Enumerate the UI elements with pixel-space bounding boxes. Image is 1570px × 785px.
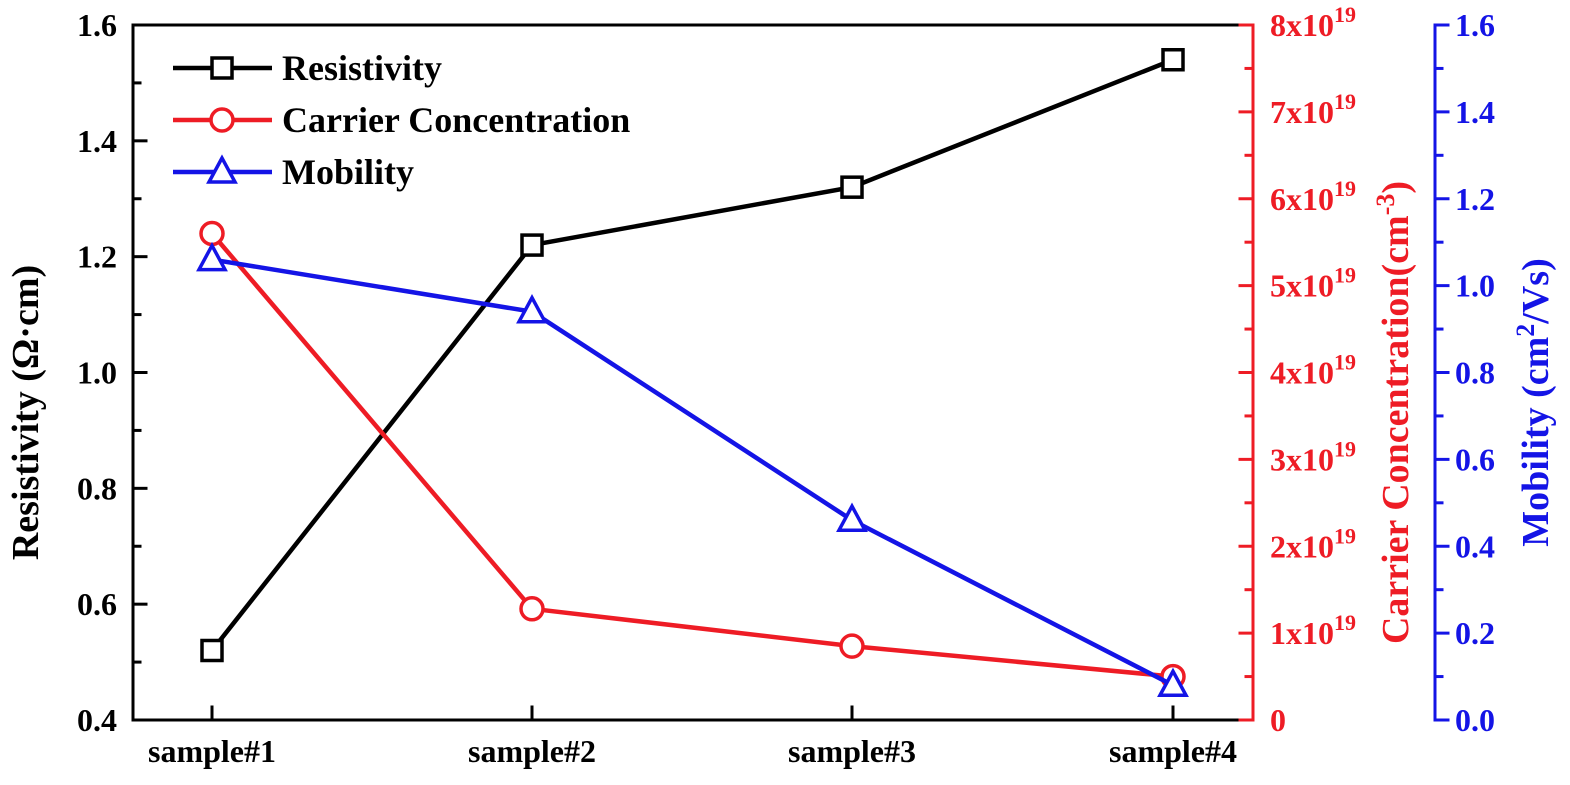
carrier-tick-label: 3x1019 [1270, 436, 1356, 477]
carrier-concentration-data-point [839, 633, 865, 659]
mobility-tick-label: 1.6 [1455, 7, 1495, 43]
mobility-axis-title: Mobility (cm2/Vs) [1511, 258, 1557, 546]
mobility-tick-label: 0.2 [1455, 615, 1495, 651]
carrier-tick-label: 0 [1270, 702, 1286, 738]
mobility-series-line [211, 257, 1175, 688]
carrier-tick-label: 1x1019 [1270, 610, 1356, 651]
resistivity-legend-label: Resistivity [282, 48, 442, 88]
left-tick-label: 0.6 [77, 586, 117, 622]
carrier-concentration-legend-marker [209, 107, 235, 133]
mobility-data-point [836, 502, 868, 532]
resistivity-data-point [1161, 48, 1185, 72]
mobility-tick-label: 0.0 [1455, 702, 1495, 738]
mobility-data-point [1157, 667, 1189, 697]
carrier-concentration-legend-label: Carrier Concentration [282, 100, 630, 140]
resistivity-legend-marker [210, 56, 234, 80]
carrier-tick-label: 8x1019 [1270, 2, 1356, 43]
left-tick-label: 0.4 [77, 702, 117, 738]
mobility-tick-label: 1.0 [1455, 268, 1495, 304]
mobility-tick-label: 0.4 [1455, 528, 1495, 564]
mobility-legend-label: Mobility [282, 152, 414, 192]
carrier-concentration-series-line [210, 232, 1174, 679]
carrier-tick-label: 7x1019 [1270, 89, 1356, 130]
mobility-tick-label: 1.4 [1455, 94, 1495, 130]
mobility-tick-label: 0.6 [1455, 441, 1495, 477]
mobility-tick-label: 0.8 [1455, 355, 1495, 391]
resistivity-data-point [840, 175, 864, 199]
carrier-tick-label: 4x1019 [1270, 350, 1356, 391]
left-tick-label: 0.8 [77, 470, 117, 506]
left-tick-label: 1.2 [77, 239, 117, 275]
carrier-tick-label: 6x1019 [1270, 176, 1356, 217]
resistivity-data-point [520, 233, 544, 257]
x-tick-label: sample#2 [468, 733, 596, 769]
left-axis-title: Resistivity (Ω·cm) [5, 265, 47, 560]
x-tick-label: sample#3 [788, 733, 916, 769]
carrier-tick-label: 2x1019 [1270, 523, 1356, 564]
left-tick-label: 1.0 [77, 355, 117, 391]
mobility-tick-label: 1.2 [1455, 181, 1495, 217]
carrier-tick-label: 5x1019 [1270, 263, 1356, 304]
mobility-data-point [196, 241, 228, 272]
left-tick-label: 1.6 [77, 7, 117, 43]
x-tick-label: sample#4 [1109, 733, 1237, 769]
resistivity-series-line [210, 57, 1174, 652]
resistivity-data-point [200, 638, 224, 663]
mobility-legend-marker [206, 154, 238, 184]
left-tick-label: 1.4 [77, 123, 117, 159]
x-tick-label: sample#1 [148, 733, 276, 769]
carrier-concentration-data-point [199, 220, 225, 247]
carrier-concentration-data-point [519, 596, 545, 622]
carrier-axis-title: Carrier Concentration(cm-3) [1371, 181, 1417, 644]
mobility-data-point [516, 294, 548, 324]
